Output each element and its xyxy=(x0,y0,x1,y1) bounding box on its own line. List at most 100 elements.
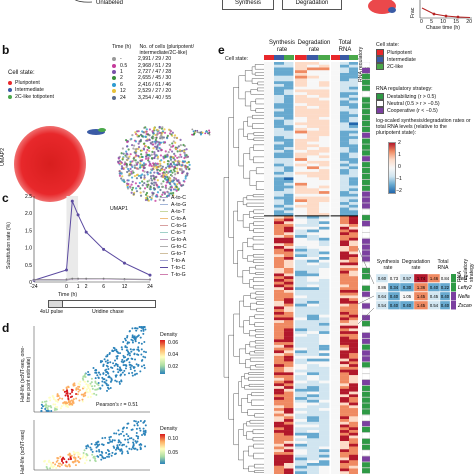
umap-point xyxy=(156,155,160,159)
heatmap-cell xyxy=(340,105,349,109)
scatter-point xyxy=(106,384,109,387)
umap-point xyxy=(172,168,175,171)
umap-point xyxy=(120,177,123,180)
umap-point xyxy=(173,158,176,161)
heatmap-cell xyxy=(264,163,274,167)
heatmap-cell xyxy=(264,452,274,455)
heatmap-cell xyxy=(307,377,319,381)
umap-point xyxy=(160,175,163,178)
heatmap-cell xyxy=(264,300,274,304)
umap-point xyxy=(162,180,165,183)
heatmap-cell xyxy=(340,254,349,258)
scatter-point xyxy=(133,373,136,376)
umap-point xyxy=(156,184,159,187)
heatmap-cell xyxy=(295,424,307,428)
scatter-point xyxy=(142,332,145,335)
heatmap-cell xyxy=(284,300,294,304)
heatmap-cell xyxy=(349,438,358,442)
scatter-point xyxy=(140,359,143,362)
heatmap-cell xyxy=(349,350,358,354)
heatmap-cell xyxy=(274,397,284,401)
heatmap-cell xyxy=(307,210,319,214)
heatmap-cell xyxy=(319,328,330,332)
umap-point xyxy=(154,181,157,184)
scatter-point xyxy=(85,388,88,391)
heatmap-cell xyxy=(295,388,307,392)
heatmap-cell xyxy=(331,114,340,118)
heatmap-cell xyxy=(264,108,274,112)
heatmap-cell xyxy=(331,416,340,420)
heatmap-cell xyxy=(331,265,340,269)
heatmap-cell xyxy=(340,166,349,170)
heatmap-cell xyxy=(331,111,340,115)
heatmap-cell xyxy=(274,432,284,436)
scatter-point xyxy=(115,380,118,383)
heatmap-cell xyxy=(349,375,358,379)
umap-point xyxy=(144,126,147,129)
heatmap-cell xyxy=(319,224,330,227)
heatmap-cell xyxy=(295,366,307,370)
umap-point xyxy=(140,153,143,156)
heatmap-cell xyxy=(331,419,340,423)
scatter-point xyxy=(93,392,96,395)
heatmap-cell xyxy=(307,215,319,219)
heatmap-cell xyxy=(307,421,319,425)
heatmap-cell xyxy=(349,391,358,395)
heatmap-cell xyxy=(295,111,307,115)
scatter-point xyxy=(139,446,142,449)
umap-point xyxy=(169,188,172,191)
umap-point xyxy=(141,130,144,133)
heatmap-cell xyxy=(274,325,284,329)
scatter-point xyxy=(111,451,114,454)
heatmap-cell xyxy=(284,284,294,288)
heatmap-cell xyxy=(295,353,307,357)
heatmap-cell xyxy=(295,427,307,431)
scatter-point xyxy=(134,440,137,443)
scatter-point xyxy=(72,450,75,453)
heatmap-cell xyxy=(319,463,330,466)
scatter-point xyxy=(106,386,109,389)
heatmap-cell xyxy=(340,226,349,230)
scatter-point xyxy=(132,443,135,446)
heatmap-cell xyxy=(349,213,358,217)
heatmap-cell xyxy=(319,105,330,109)
strategy-cell xyxy=(362,320,370,327)
heatmap-cell xyxy=(264,397,274,401)
heatmap-cell xyxy=(319,295,330,299)
umap-point xyxy=(147,146,150,149)
heatmap-cell xyxy=(274,215,284,219)
heatmap-cell xyxy=(319,262,330,266)
scatter-point xyxy=(130,448,133,451)
heatmap-cell xyxy=(295,408,307,412)
umap-point xyxy=(148,160,151,163)
heatmap-cell xyxy=(349,317,358,321)
scatter-point xyxy=(51,466,54,469)
heatmap-cell xyxy=(319,454,330,458)
panel-label-d: d xyxy=(2,321,10,335)
heatmap-cell xyxy=(349,416,358,420)
series-point xyxy=(65,278,68,281)
legend-label: G-to-T xyxy=(171,250,186,257)
strategy-cell xyxy=(362,367,370,374)
scatter-point xyxy=(101,455,104,458)
line-swatch-icon xyxy=(160,267,168,268)
heatmap-cell xyxy=(331,471,340,474)
umap-point xyxy=(141,180,144,183)
umap-point xyxy=(176,163,179,166)
heatmap-cell xyxy=(349,273,358,277)
scatter-point xyxy=(97,384,100,387)
umap-point xyxy=(173,136,176,139)
scatter-point xyxy=(139,336,142,339)
scatter-point xyxy=(135,372,138,375)
umap-point xyxy=(159,135,162,138)
heatmap-cell xyxy=(274,278,284,282)
scatter-point xyxy=(98,448,101,451)
heatmap-cell xyxy=(349,306,358,310)
time-value: 24 xyxy=(120,94,126,101)
umap-point xyxy=(143,187,147,190)
heatmap-cell xyxy=(349,125,358,129)
rna-heatmap xyxy=(264,62,358,474)
heatmap-cell xyxy=(319,174,330,178)
heatmap-cell xyxy=(349,314,358,318)
heatmap-cell xyxy=(274,133,284,137)
